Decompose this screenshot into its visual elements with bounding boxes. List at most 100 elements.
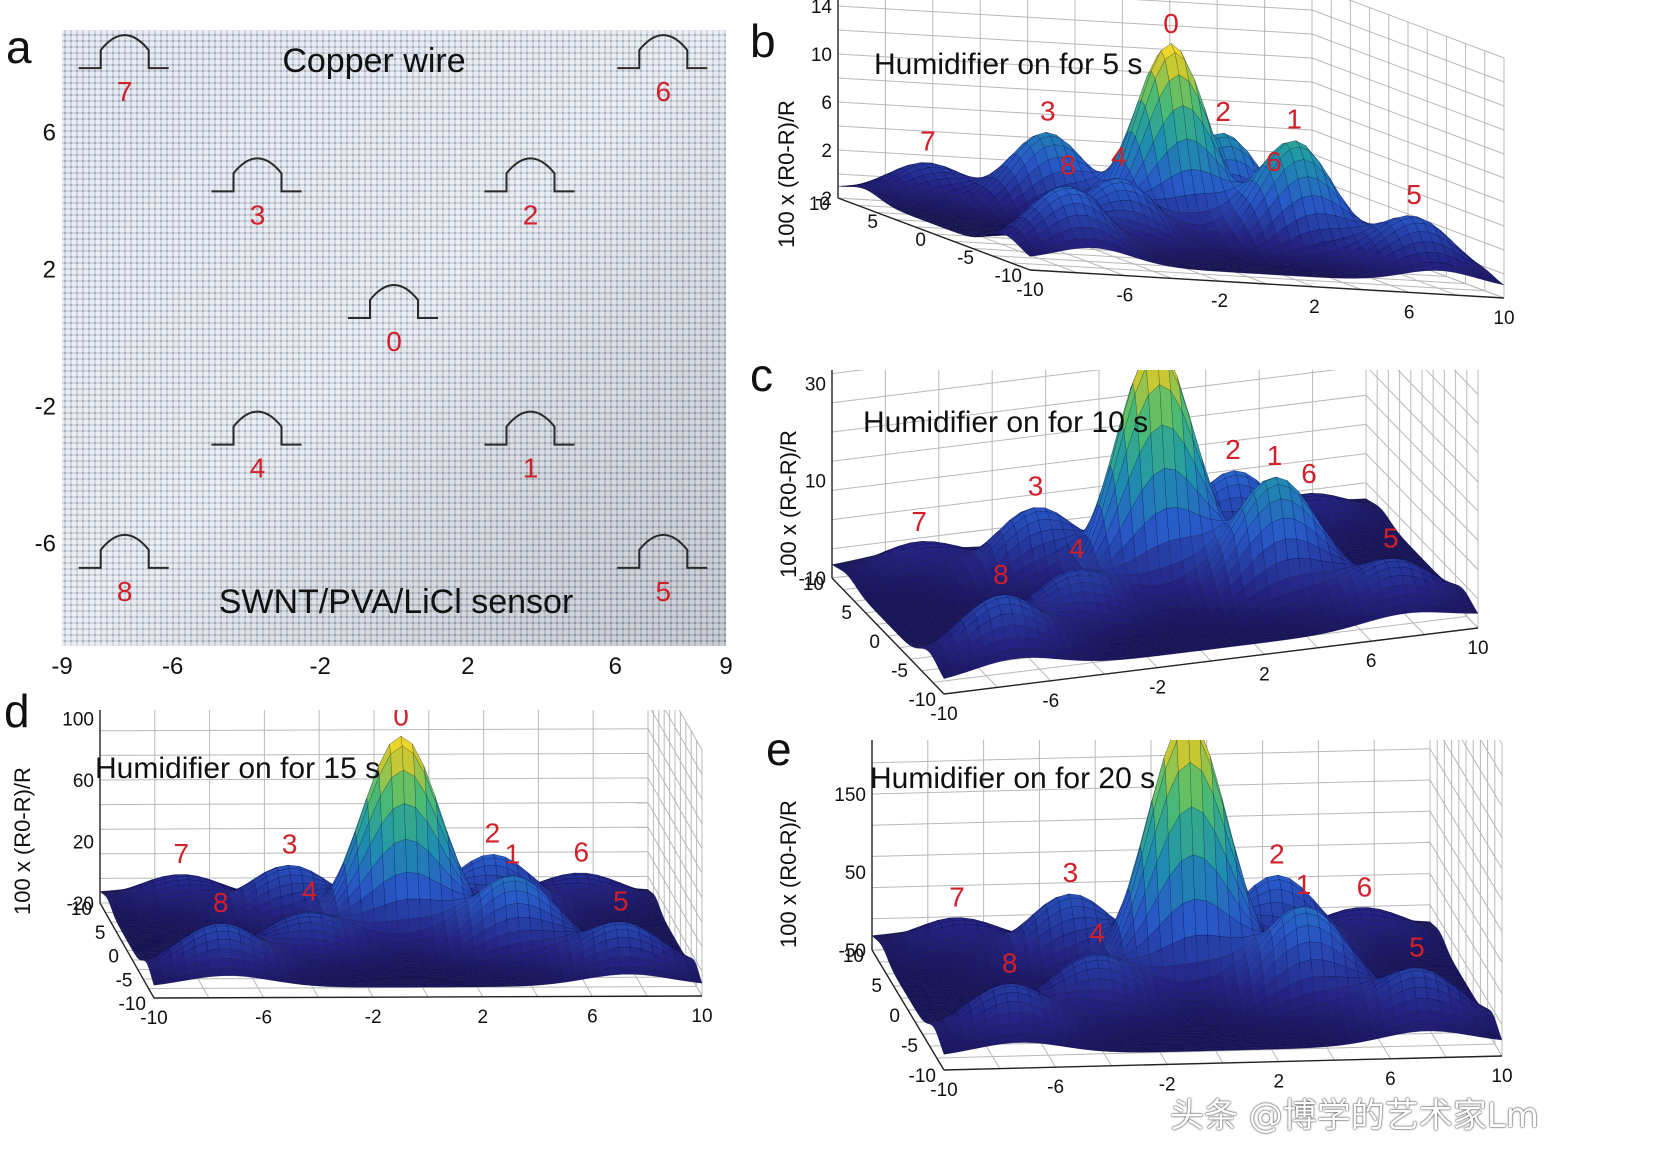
peak-number-label: 4 — [1111, 141, 1127, 172]
sensor-number-label: 8 — [117, 576, 133, 607]
peak-number-label: 5 — [1406, 179, 1422, 210]
panel-a-photo-figure: 6 2 -2 -6 -9 -6 -2 2 6 9 0 1 2 3 4 5 6 7 8 Copper wire S… — [35, 30, 733, 680]
panel-letter-b: b — [750, 15, 776, 67]
axis-tick-label: -10 — [799, 569, 826, 590]
axis-tick-label: 10 — [1467, 638, 1488, 659]
panel-a-x-tick: -2 — [310, 653, 331, 680]
watermark: 头条 @博学的艺术家Lm — [1170, 1096, 1539, 1136]
axis-tick-label: 6 — [1404, 302, 1415, 323]
sensor-number-label: 4 — [250, 453, 266, 484]
axis-tick-label: 2 — [821, 141, 832, 162]
axis-tick-label: 0 — [869, 632, 880, 653]
panel-a-x-tick: 2 — [461, 653, 474, 680]
peak-number-label: 2 — [485, 817, 501, 848]
panel-a-x-tick: -9 — [51, 653, 72, 680]
panel-a-y-tick: 2 — [43, 257, 56, 284]
panel-d-title: Humidifier on for 15 s — [95, 752, 380, 785]
peak-number-label: 1 — [1296, 869, 1312, 900]
axis-tick-label: 10 — [1493, 308, 1514, 329]
axis-tick-label: 0 — [108, 947, 119, 968]
panel-d-labels: 1401006020-20-10-6-226101050-5-100123456… — [62, 710, 712, 1029]
panel-c-zlabel: 100 x (R0-R)/R — [776, 430, 801, 578]
peak-number-label: 1 — [1286, 103, 1302, 134]
peak-number-label: 5 — [1409, 932, 1425, 963]
peak-number-label: 7 — [949, 882, 965, 913]
axis-tick-label: -6 — [1042, 691, 1059, 712]
axis-tick-label: 2 — [1309, 297, 1320, 318]
panel-a-y-tick: -2 — [35, 393, 56, 420]
peak-number-label: 7 — [911, 506, 927, 537]
axis-tick-label: -5 — [891, 661, 908, 682]
sensor-number-label: 1 — [523, 453, 539, 484]
peak-number-label: 0 — [1163, 8, 1179, 39]
peak-number-label: 1 — [505, 838, 521, 869]
axis-tick-label: -5 — [957, 248, 974, 269]
axis-tick-label: -10 — [909, 690, 936, 711]
axis-tick-label: 0 — [915, 230, 926, 251]
axis-tick-label: 0 — [889, 1006, 900, 1027]
sensor-arch-icon — [484, 410, 575, 446]
panel-d-surface — [99, 735, 703, 988]
axis-tick-label: 6 — [1385, 1069, 1396, 1090]
panel-c-surface — [831, 370, 1479, 679]
axis-tick-label: -2 — [815, 189, 832, 210]
panel-c-title: Humidifier on for 10 s — [863, 406, 1148, 439]
axis-tick-label: 10 — [805, 472, 826, 493]
peak-number-label: 1 — [1267, 440, 1283, 471]
sensor-arch-icon — [78, 534, 169, 569]
axis-tick-label: -50 — [839, 941, 866, 962]
peak-number-label: 8 — [213, 887, 229, 918]
sensor-arch-icon — [484, 157, 575, 193]
axis-tick-label: -5 — [901, 1036, 918, 1057]
axis-tick-label: 10 — [843, 946, 864, 967]
panel-b-zlabel: 100 x (R0-R)/R — [774, 100, 799, 248]
axis-tick-label: 6 — [821, 93, 832, 114]
peak-number-label: 6 — [1266, 146, 1282, 177]
panel-b-surface — [837, 43, 1505, 286]
peak-number-label: 8 — [1060, 149, 1076, 180]
copper-wire-label: Copper wire — [282, 42, 465, 80]
panel-a-y-tick: 6 — [43, 120, 56, 147]
panel-a-x-tick: -6 — [162, 653, 183, 680]
panel-e-labels: 35025015050-50-10-6-226101050-5-10012345… — [834, 785, 1512, 1101]
peak-number-label: 8 — [993, 559, 1009, 590]
peak-number-label: 7 — [173, 838, 189, 869]
sensor-number-label: 7 — [117, 76, 133, 107]
sensor-number-label: 0 — [386, 326, 402, 357]
axis-tick-label: 14 — [811, 0, 833, 18]
panel-d-zlabel: 100 x (R0-R)/R — [10, 767, 35, 915]
axis-tick-label: 5 — [95, 923, 106, 944]
axis-tick-label: 20 — [73, 833, 94, 854]
axis-tick-label: 100 — [62, 710, 94, 731]
axis-tick-label: 10 — [691, 1006, 712, 1027]
peak-number-label: 6 — [1357, 871, 1373, 902]
axis-tick-label: 5 — [867, 212, 878, 233]
axis-tick-label: 50 — [845, 863, 866, 884]
panel-a-y-axis: 6 2 -2 -6 — [35, 120, 56, 558]
axis-tick-label: -2 — [1149, 678, 1166, 699]
panel-b-surface-plot: 18141062-2-10-6-226101050-5-10012345678 … — [774, 0, 1515, 329]
axis-tick-label: 10 — [803, 574, 824, 595]
peak-number-label: 3 — [1063, 857, 1079, 888]
axis-tick-label: -5 — [116, 970, 133, 991]
peak-number-label: 3 — [1040, 95, 1056, 126]
peak-number-label: 5 — [613, 886, 629, 917]
panel-d-surface-plot: 1401006020-20-10-6-226101050-5-100123456… — [10, 710, 713, 1029]
panel-e-zlabel: 100 x (R0-R)/R — [776, 800, 801, 948]
axis-tick-label: 10 — [71, 899, 92, 920]
axis-tick-label: 2 — [478, 1007, 489, 1028]
axis-tick-label: -6 — [255, 1008, 272, 1029]
peak-number-label: 8 — [1002, 948, 1018, 979]
panel-e-surface-plot: 35025015050-50-10-6-226101050-5-10012345… — [776, 740, 1513, 1101]
sensor-material-label: SWNT/PVA/LiCl sensor — [219, 583, 574, 621]
sensor-number-label: 2 — [523, 199, 539, 230]
axis-tick-label: 2 — [1274, 1072, 1285, 1093]
peak-number-label: 7 — [920, 126, 936, 157]
sensor-number-label: 6 — [655, 76, 671, 107]
axis-tick-label: -20 — [67, 894, 94, 915]
panel-a-x-tick: 9 — [719, 653, 732, 680]
peak-number-label: 2 — [1269, 838, 1285, 869]
